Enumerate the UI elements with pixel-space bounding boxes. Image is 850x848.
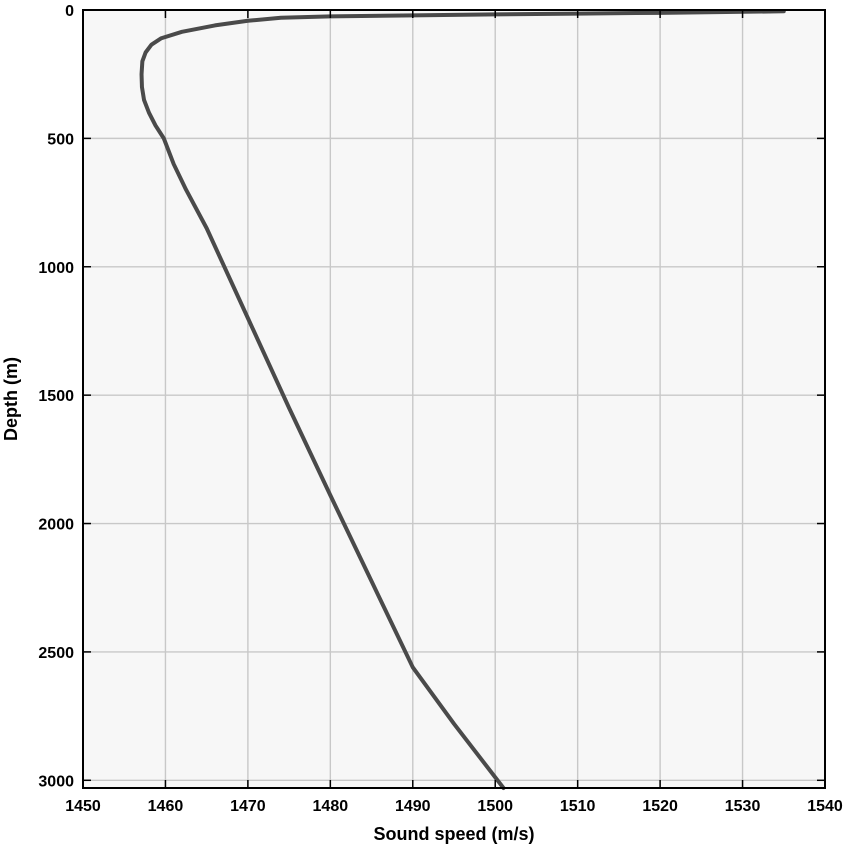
y-tick-labels: 0 500 1000 1500 2000 2500 3000 <box>38 3 74 790</box>
x-tick-label: 1460 <box>148 798 184 815</box>
y-tick-label: 1000 <box>38 260 74 277</box>
y-tick-label: 0 <box>65 3 74 20</box>
x-tick-label: 1530 <box>725 798 761 815</box>
y-tick-label: 500 <box>47 131 74 148</box>
plot-frame <box>82 9 826 789</box>
axis-ticks <box>82 9 826 788</box>
x-tick-label: 1520 <box>642 798 678 815</box>
x-tick-label: 1540 <box>807 798 843 815</box>
y-tick-label: 1500 <box>38 388 74 405</box>
x-tick-label: 1470 <box>230 798 266 815</box>
x-axis-label: Sound speed (m/s) <box>373 824 534 844</box>
plot-area <box>83 10 825 788</box>
y-axis-label: Depth (m) <box>1 357 21 441</box>
y-tick-label: 2000 <box>38 517 74 534</box>
x-tick-label: 1490 <box>395 798 431 815</box>
x-tick-label: 1480 <box>313 798 349 815</box>
y-tick-label: 2500 <box>38 645 74 662</box>
y-tick-label: 3000 <box>38 773 74 790</box>
x-tick-label: 1510 <box>560 798 596 815</box>
x-tick-label: 1450 <box>65 798 101 815</box>
x-tick-labels: 1450 1460 1470 1480 1490 1500 1510 1520 1530 1540 <box>65 798 843 815</box>
x-tick-label: 1500 <box>477 798 513 815</box>
